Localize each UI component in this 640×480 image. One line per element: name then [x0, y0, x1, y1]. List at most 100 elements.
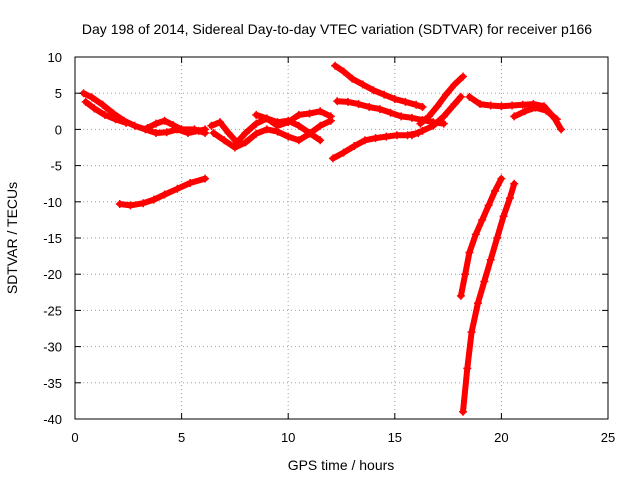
data-point: [130, 121, 139, 130]
data-point: [230, 143, 239, 152]
data-point: [173, 184, 182, 193]
data-point: [215, 118, 224, 127]
data-point: [497, 174, 506, 183]
y-tick-label: 0: [55, 122, 62, 137]
data-point: [407, 113, 416, 122]
data-point: [380, 90, 389, 99]
data-point: [350, 142, 359, 151]
data-point: [316, 121, 325, 130]
data-point: [450, 80, 459, 89]
x-tick-label: 20: [494, 430, 508, 445]
data-point: [252, 110, 261, 119]
data-point: [552, 115, 561, 124]
data-point: [463, 364, 472, 373]
data-point: [510, 112, 519, 121]
data-point: [491, 186, 500, 195]
data-point: [397, 112, 406, 121]
data-series: [79, 61, 566, 416]
data-point: [152, 119, 161, 128]
data-point: [418, 126, 427, 135]
data-point: [252, 129, 261, 138]
data-point: [360, 136, 369, 145]
data-point: [371, 134, 380, 143]
data-point: [429, 121, 438, 130]
data-point: [160, 116, 169, 125]
data-point: [326, 116, 335, 125]
data-point: [98, 100, 107, 109]
data-point: [520, 107, 529, 116]
series-arc-11: [417, 73, 466, 127]
data-point: [316, 107, 325, 116]
data-point: [390, 94, 399, 103]
data-point: [294, 121, 303, 130]
data-point: [465, 248, 474, 257]
data-point: [294, 136, 303, 145]
data-point: [459, 72, 468, 81]
x-tick-label: 15: [388, 430, 402, 445]
data-point: [401, 97, 410, 106]
data-point: [486, 255, 495, 264]
data-point: [369, 86, 378, 95]
y-tick-label: -15: [43, 231, 62, 246]
data-point: [467, 328, 476, 337]
data-point: [273, 127, 282, 136]
data-point: [331, 61, 340, 70]
data-point: [476, 100, 485, 109]
data-point: [508, 101, 517, 110]
data-point: [354, 100, 363, 109]
data-point: [392, 131, 401, 140]
data-point: [478, 215, 487, 224]
data-point: [115, 199, 124, 208]
data-point: [284, 132, 293, 141]
data-point: [493, 234, 502, 242]
y-tick-label: 10: [48, 50, 62, 65]
x-axis-label: GPS time / hours: [288, 457, 395, 473]
data-point: [531, 103, 540, 112]
data-point: [126, 201, 135, 210]
data-point: [339, 67, 348, 76]
data-point: [486, 101, 495, 110]
data-point: [252, 119, 261, 128]
data-point: [358, 80, 367, 89]
data-point: [433, 102, 442, 111]
y-tick-label: -5: [50, 159, 62, 174]
data-point: [169, 121, 178, 130]
data-point: [224, 129, 233, 138]
data-point: [201, 174, 210, 183]
x-tick-label: 0: [71, 430, 78, 445]
data-point: [177, 125, 186, 134]
data-point: [456, 291, 465, 300]
data-point: [207, 121, 216, 130]
data-point: [416, 119, 425, 128]
data-point: [450, 100, 459, 109]
x-tick-label: 10: [281, 430, 295, 445]
axis-ticks: 0 5 10 15 20 25 10 5 0 -5 -10 -15 -20 -25 -30 -35 -40: [43, 50, 615, 445]
data-point: [88, 93, 97, 102]
data-point: [328, 154, 337, 163]
data-point: [122, 118, 131, 127]
data-point: [542, 106, 551, 115]
data-point: [305, 129, 314, 138]
data-point: [220, 136, 229, 145]
data-point: [461, 270, 470, 279]
data-point: [484, 201, 493, 210]
data-point: [424, 112, 433, 121]
data-point: [465, 92, 474, 101]
data-point: [143, 123, 152, 132]
y-tick-label: -35: [43, 376, 62, 391]
data-point: [439, 112, 448, 121]
data-point: [100, 110, 109, 119]
data-point: [149, 195, 158, 204]
data-point: [90, 104, 99, 113]
data-point: [294, 110, 303, 119]
data-point: [190, 125, 199, 134]
data-point: [333, 97, 342, 106]
data-point: [473, 299, 482, 308]
data-point: [365, 102, 374, 111]
data-point: [162, 128, 171, 137]
data-point: [499, 212, 508, 221]
grid-lines: [75, 57, 608, 419]
data-point: [412, 100, 421, 109]
data-point: [441, 90, 450, 99]
